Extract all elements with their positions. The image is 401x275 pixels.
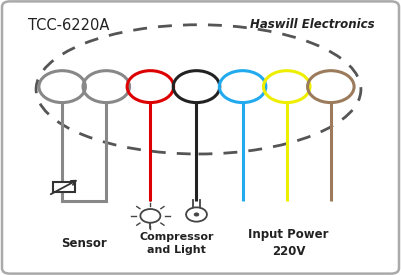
- Text: Sensor: Sensor: [61, 237, 107, 250]
- Text: ✦: ✦: [150, 202, 151, 203]
- Text: TCC-6220A: TCC-6220A: [28, 18, 109, 33]
- Bar: [53, 182, 75, 192]
- Text: Haswill Electronics: Haswill Electronics: [250, 18, 375, 31]
- Text: Input Power
220V: Input Power 220V: [249, 228, 329, 258]
- Circle shape: [194, 213, 199, 216]
- Text: Compressor
and Light: Compressor and Light: [139, 232, 214, 255]
